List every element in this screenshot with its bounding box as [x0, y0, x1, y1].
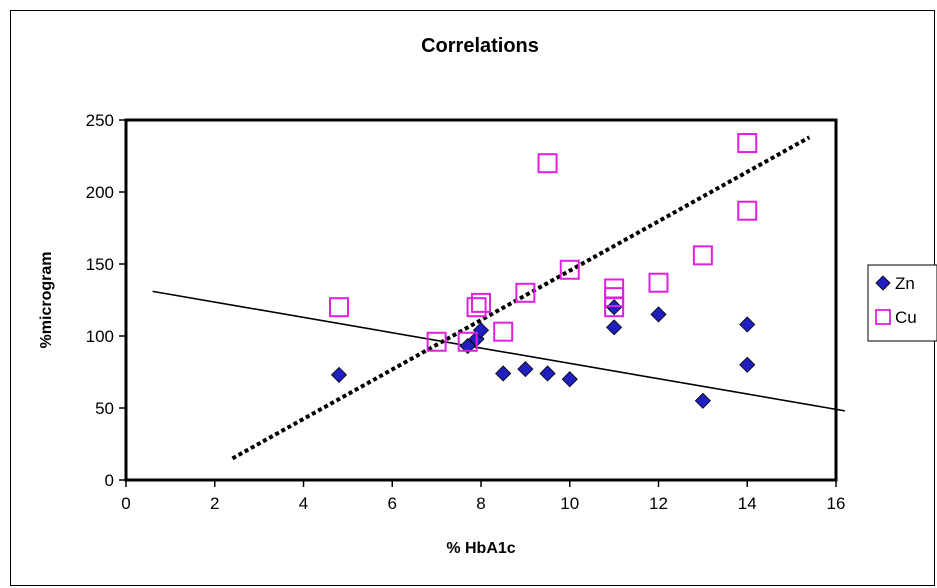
series-cu [329, 133, 758, 352]
cu-point [471, 292, 491, 313]
zn-point [561, 371, 578, 388]
x-axis: 0 2 4 6 8 10 12 14 16 [121, 480, 845, 513]
x-tick-label: 16 [827, 494, 846, 513]
zn-point [606, 319, 623, 336]
plot-area-border [124, 118, 838, 482]
y-tick-label: 100 [86, 327, 114, 346]
zn-point [739, 316, 756, 333]
zn-point [739, 356, 756, 373]
cu-point [648, 272, 669, 293]
x-axis-title: % HbA1c [446, 540, 515, 557]
cu-point [737, 200, 758, 221]
legend-zn-label: Zn [895, 274, 915, 293]
series-zn [330, 299, 756, 409]
zn-point [606, 299, 623, 316]
cu-point [604, 287, 625, 308]
cu-point [426, 331, 447, 352]
cu-point [457, 331, 478, 352]
cu-point [537, 153, 558, 174]
y-tick-label: 50 [95, 399, 114, 418]
legend-box [867, 264, 937, 342]
x-tick-label: 14 [738, 494, 757, 513]
y-axis-title: %microgram [38, 252, 55, 349]
y-tick-label: 250 [86, 111, 114, 130]
x-tick-label: 4 [299, 494, 308, 513]
cu-point [692, 245, 713, 266]
y-axis: 0 50 100 150 200 250 [86, 111, 126, 490]
y-tick-label: 200 [86, 183, 114, 202]
trendline-cu [231, 135, 811, 461]
y-tick-label: 0 [105, 471, 114, 490]
cu-point [515, 282, 536, 303]
zn-point [539, 365, 556, 382]
legend-zn-marker [875, 275, 891, 291]
cu-point [329, 297, 349, 318]
cu-point [466, 297, 487, 318]
y-tick-label: 150 [86, 255, 114, 274]
zn-point [495, 365, 512, 382]
legend-cu-label: Cu [895, 308, 917, 327]
zn-point [650, 306, 667, 323]
zn-point [694, 392, 711, 409]
legend: Zn Cu [867, 264, 937, 342]
x-tick-label: 12 [649, 494, 668, 513]
cu-point [559, 259, 580, 280]
x-tick-label: 6 [388, 494, 397, 513]
trendlines [152, 135, 846, 461]
x-tick-label: 10 [560, 494, 579, 513]
x-tick-label: 0 [121, 494, 130, 513]
cu-point [737, 133, 758, 154]
x-tick-label: 2 [210, 494, 219, 513]
cu-point [604, 297, 625, 318]
legend-cu-marker [875, 309, 891, 325]
zn-point [517, 361, 534, 378]
plot-area [124, 118, 838, 482]
trendline-zn [152, 290, 846, 412]
zn-point [330, 366, 348, 383]
x-tick-label: 8 [476, 494, 485, 513]
cu-point [493, 321, 514, 342]
chart-title: Correlations [421, 35, 539, 57]
